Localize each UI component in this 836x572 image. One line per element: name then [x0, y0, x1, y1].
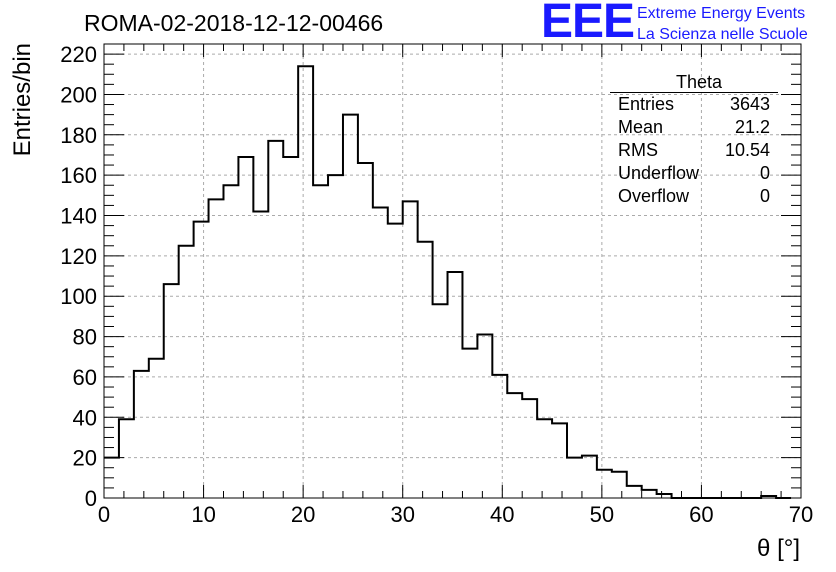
y-tick-labels: 0 20 40 60 80 100 120 140 160 180 200 220 [60, 42, 97, 511]
x-tick-label: 40 [490, 502, 514, 527]
stats-label: Entries [618, 94, 675, 114]
stats-label: Underflow [618, 163, 700, 183]
stats-value: 0 [759, 186, 770, 206]
stats-row-underflow: Underflow 0 [610, 162, 778, 185]
gridlines [104, 44, 801, 498]
stats-row-entries: Entries 3643 [610, 93, 778, 116]
y-tick-label: 40 [73, 405, 97, 430]
y-tick-label: 220 [60, 42, 97, 67]
stats-value: 21.2 [734, 117, 770, 137]
y-tick-label: 20 [73, 446, 97, 471]
histogram-line [104, 65, 792, 499]
x-tick-label: 0 [98, 502, 110, 527]
x-tick-label: 30 [390, 502, 414, 527]
x-tick-label: 50 [590, 502, 614, 527]
y-tick-label: 160 [60, 163, 97, 188]
axis-ticks [103, 43, 802, 499]
x-tick-label: 70 [789, 502, 813, 527]
x-tick-label: 60 [689, 502, 713, 527]
x-tick-label: 10 [191, 502, 215, 527]
stats-label: RMS [618, 140, 658, 160]
logo-line-2: La Scienza nelle Scuole [637, 26, 808, 43]
y-tick-label: 120 [60, 244, 97, 269]
y-tick-label: 80 [73, 325, 97, 350]
stats-label: Overflow [618, 186, 690, 206]
y-tick-label: 140 [60, 204, 97, 229]
stats-value: 10.54 [724, 140, 770, 160]
x-tick-label: 20 [291, 502, 315, 527]
y-tick-label: 60 [73, 365, 97, 390]
y-tick-label: 0 [85, 486, 97, 511]
stats-row-overflow: Overflow 0 [610, 185, 778, 208]
y-tick-label: 200 [60, 82, 97, 107]
logo-mark: EEE [541, 0, 635, 48]
logo-line-1: Extreme Energy Events [637, 5, 806, 22]
stats-row-rms: RMS 10.54 [610, 139, 778, 162]
stats-box: Theta Entries 3643 Mean 21.2 RMS 10.54 U… [610, 72, 778, 208]
stats-value: 3643 [729, 94, 770, 114]
y-tick-label: 180 [60, 123, 97, 148]
stats-row-mean: Mean 21.2 [610, 116, 778, 139]
stats-value: 0 [759, 163, 770, 183]
x-axis-label: θ [°] [757, 535, 800, 562]
x-tick-labels: 0 10 20 30 40 50 60 70 [98, 502, 813, 527]
stats-label: Mean [618, 117, 664, 137]
y-tick-label: 100 [60, 284, 97, 309]
plot-frame [103, 43, 802, 499]
stats-title: Theta [610, 72, 778, 93]
y-axis-label: Entries/bin [9, 43, 36, 156]
run-title: ROMA-02-2018-12-12-00466 [84, 10, 384, 36]
